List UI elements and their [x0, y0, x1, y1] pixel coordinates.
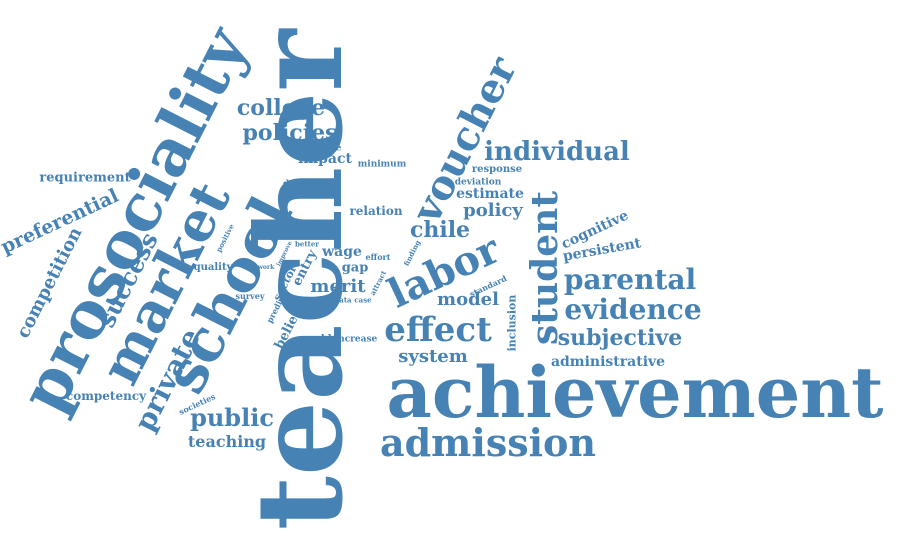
word-estimate: estimate: [456, 187, 524, 201]
word-relation: relation: [349, 205, 402, 217]
word-inclusion: inclusion: [507, 295, 518, 352]
word-policies: policies: [243, 122, 338, 144]
word-evidence: evidence: [564, 296, 701, 324]
word-model: model: [437, 291, 499, 309]
word-countrie: countrie: [299, 145, 342, 154]
word-administrative: administrative: [551, 355, 665, 369]
word-quality: quality: [194, 263, 233, 273]
word-increase: increase: [335, 336, 378, 345]
word-merit: merit: [310, 278, 365, 296]
word-policy: policy: [463, 202, 523, 220]
word-individual: individual: [484, 139, 630, 165]
word-subjective: subjective: [558, 327, 682, 349]
word-parental: parental: [564, 266, 696, 294]
word-gap: gap: [342, 262, 369, 275]
word-admission: admission: [380, 424, 596, 462]
word-student: student: [527, 191, 563, 345]
word-college: college: [237, 97, 325, 119]
word-deviation: deviation: [455, 179, 502, 188]
word-work: work: [258, 265, 275, 271]
word-response: response: [472, 165, 522, 175]
word-survey: survey: [236, 292, 265, 300]
word-dynamic: dynamic: [283, 181, 325, 190]
word-chile: chile: [410, 219, 470, 241]
word-teaching: teaching: [188, 434, 266, 450]
word-competency: competency: [66, 390, 146, 402]
word-wage: wage: [322, 245, 362, 259]
word-better: better: [295, 241, 319, 248]
word-world: world: [300, 335, 331, 345]
word-impact: impact: [298, 152, 352, 166]
word-data: data: [334, 297, 351, 304]
word-case: case: [354, 297, 371, 304]
word-effect: effect: [384, 313, 492, 347]
word-public: public: [190, 406, 274, 430]
word-minimum: minimum: [358, 161, 407, 170]
word-system: system: [398, 348, 468, 366]
word-effort: effort: [366, 253, 391, 261]
word-requirement: requirement: [39, 172, 130, 185]
